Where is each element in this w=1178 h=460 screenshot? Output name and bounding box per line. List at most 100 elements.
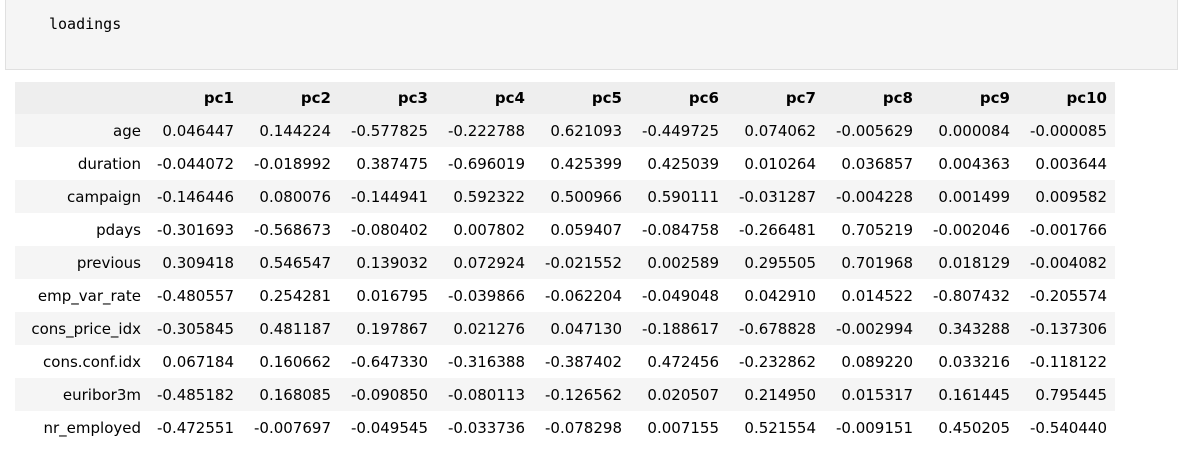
table-row: pdays -0.301693 -0.568673 -0.080402 0.007802… [15,213,1115,246]
table-cell: -0.568673 [254,220,331,239]
table-cell: 0.014522 [841,286,913,305]
column-header-pc7: pc7 [727,82,824,114]
table-cell: 0.295505 [744,253,816,272]
table-cell: -0.021552 [545,253,622,272]
table-cell: -0.084758 [642,220,719,239]
row-index-label: duration [77,154,141,173]
table-cell: -0.018992 [254,154,331,173]
table-cell: 0.254281 [259,286,331,305]
table-row: campaign -0.146446 0.080076 -0.144941 0.5923… [15,180,1115,213]
table-cell: -0.540440 [1030,418,1107,437]
table-cell: 0.795445 [1035,385,1107,404]
column-header-pc1: pc1 [149,82,242,114]
table-cell: 0.546547 [259,253,331,272]
column-header-pc5: pc5 [533,82,630,114]
table-cell: 0.072924 [453,253,525,272]
table-cell: 0.033216 [938,352,1010,371]
table-header: pc1 pc2 pc3 pc4 pc5 pc6 pc7 pc8 pc9 pc10 [15,82,1115,114]
table-cell: 0.481187 [259,319,331,338]
table-cell: -0.005629 [836,121,913,140]
table-cell: -0.301693 [157,220,234,239]
table-cell: -0.004082 [1030,253,1107,272]
column-header-pc2: pc2 [242,82,339,114]
table-row: cons.conf.idx 0.067184 0.160662 -0.647330 -0… [15,345,1115,378]
column-header-pc8: pc8 [824,82,921,114]
table-cell: -0.232862 [739,352,816,371]
table-cell: 0.472456 [647,352,719,371]
row-index-label: cons.conf.idx [43,352,141,371]
table-cell: 0.000084 [938,121,1010,140]
code-input-cell[interactable]: loadings [5,0,1178,70]
table-cell: 0.160662 [259,352,331,371]
table-row: cons_price_idx -0.305845 0.481187 0.197867 0… [15,312,1115,345]
table-cell: -0.001766 [1030,220,1107,239]
table-cell: -0.647330 [351,352,428,371]
table-row: nr_employed -0.472551 -0.007697 -0.049545 -0… [15,411,1115,444]
table-cell: 0.521554 [744,418,816,437]
table-cell: -0.039866 [448,286,525,305]
table-cell: -0.031287 [739,187,816,206]
table-cell: -0.146446 [157,187,234,206]
table-cell: -0.007697 [254,418,331,437]
row-index-label: nr_employed [43,418,141,437]
table-cell: 0.004363 [938,154,1010,173]
table-cell: 0.015317 [841,385,913,404]
table-cell: -0.305845 [157,319,234,338]
table-cell: -0.009151 [836,418,913,437]
table-cell: -0.137306 [1030,319,1107,338]
row-index-label: previous [76,253,141,272]
table-cell: -0.266481 [739,220,816,239]
table-cell: 0.450205 [938,418,1010,437]
row-index-label: campaign [67,187,141,206]
table-cell: 0.425399 [550,154,622,173]
row-index-label: emp_var_rate [37,286,141,305]
table-cell: 0.002589 [647,253,719,272]
column-header-pc9: pc9 [921,82,1018,114]
table-cell: 0.010264 [744,154,816,173]
cell-output: pc1 pc2 pc3 pc4 pc5 pc6 pc7 pc8 pc9 pc10 age 0.046… [15,82,1115,444]
table-body: age 0.046447 0.144224 -0.577825 -0.222788 0.6… [15,114,1115,444]
column-header-pc3: pc3 [339,82,436,114]
table-cell: -0.002994 [836,319,913,338]
column-header-pc4: pc4 [436,82,533,114]
table-cell: 0.425039 [647,154,719,173]
row-index-label: age [113,121,141,140]
table-cell: 0.309418 [162,253,234,272]
table-cell: 0.001499 [938,187,1010,206]
table-cell: -0.316388 [448,352,525,371]
table-cell: 0.016795 [356,286,428,305]
table-cell: 0.089220 [841,352,913,371]
row-index-label: cons_price_idx [31,319,141,338]
row-index-label: pdays [96,220,141,239]
code-text: loadings [49,15,122,33]
table-cell: 0.007155 [647,418,719,437]
table-cell: 0.197867 [356,319,428,338]
table-cell: 0.592322 [453,187,525,206]
table-cell: -0.078298 [545,418,622,437]
row-index-label: euribor3m [62,385,141,404]
table-cell: -0.222788 [448,121,525,140]
table-cell: 0.059407 [550,220,622,239]
table-cell: 0.214950 [744,385,816,404]
table-cell: -0.049048 [642,286,719,305]
table-row: euribor3m -0.485182 0.168085 -0.090850 -0.08… [15,378,1115,411]
table-cell: 0.074062 [744,121,816,140]
table-cell: -0.696019 [448,154,525,173]
index-header [15,82,149,114]
table-cell: -0.144941 [351,187,428,206]
table-cell: 0.020507 [647,385,719,404]
table-cell: -0.188617 [642,319,719,338]
column-header-pc10: pc10 [1018,82,1115,114]
table-cell: 0.080076 [259,187,331,206]
table-cell: 0.590111 [647,187,719,206]
table-cell: 0.042910 [744,286,816,305]
column-header-pc6: pc6 [630,82,727,114]
table-cell: 0.621093 [550,121,622,140]
table-cell: -0.678828 [739,319,816,338]
table-cell: 0.168085 [259,385,331,404]
table-cell: -0.449725 [642,121,719,140]
table-cell: 0.067184 [162,352,234,371]
table-cell: -0.049545 [351,418,428,437]
table-cell: -0.485182 [157,385,234,404]
